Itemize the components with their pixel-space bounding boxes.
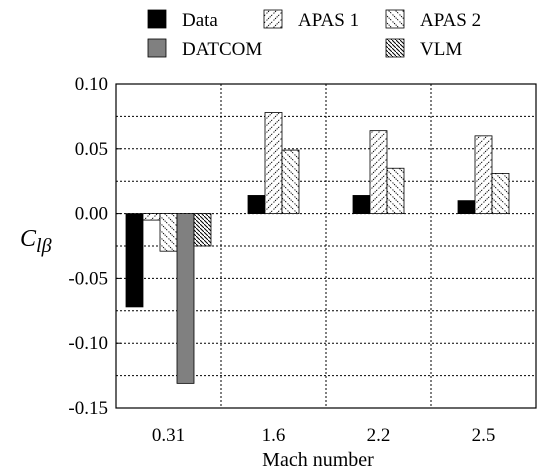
bar-vlm-0.31	[193, 213, 212, 247]
legend: Data APAS 1 APAS 2 DATCOM VLM	[147, 9, 481, 60]
legend-item-vlm: VLM	[385, 38, 462, 60]
y-tick-label: 0.00	[75, 204, 108, 225]
bar-apas-1-1.6	[264, 112, 283, 214]
legend-swatch	[147, 9, 167, 29]
bar-data-2.5	[457, 200, 476, 214]
bars	[125, 112, 510, 384]
bar-data-1.6	[247, 195, 266, 214]
legend-label: APAS 2	[420, 10, 481, 31]
bar-apas-1-0.31	[142, 213, 161, 221]
x-tick-label: 2.2	[367, 425, 391, 446]
legend-item-datcom: DATCOM	[147, 38, 262, 60]
y-tick-label: -0.15	[68, 398, 108, 419]
x-tick-label: 0.31	[152, 425, 185, 446]
legend-item-apas-1: APAS 1	[263, 9, 359, 31]
bar-apas-2-2.2	[386, 167, 405, 215]
legend-label: APAS 1	[298, 10, 359, 31]
legend-label: VLM	[420, 39, 462, 60]
legend-item-data: Data	[147, 9, 218, 31]
bar-apas-2-0.31	[159, 213, 178, 252]
x-axis-label: Mach number	[262, 449, 374, 470]
bar-data-0.31	[125, 213, 144, 308]
legend-swatch	[147, 38, 167, 58]
x-axis-ticks: 0.31 1.6 2.2 2.5	[152, 425, 496, 446]
y-tick-label: 0.10	[75, 74, 108, 95]
bar-data-2.2	[352, 195, 371, 214]
legend-label: Data	[182, 10, 218, 31]
y-axis-label-sub: lβ	[36, 235, 52, 257]
y-axis-label: Clβ	[20, 226, 52, 257]
y-tick-label: -0.05	[68, 268, 108, 289]
y-tick-label: 0.05	[75, 139, 108, 160]
y-axis-ticks: 0.10 0.05 0.00 -0.05 -0.10 -0.15	[68, 74, 121, 419]
bar-apas-2-2.5	[491, 173, 510, 214]
bar-apas-2-1.6	[281, 149, 300, 214]
legend-item-apas-2: APAS 2	[385, 9, 481, 31]
bar-apas-1-2.5	[474, 135, 493, 214]
bar-datcom-0.31	[176, 213, 195, 384]
plot-frame	[115, 83, 537, 409]
y-tick-label: -0.10	[68, 333, 108, 354]
y-axis-label-main: C	[20, 226, 37, 252]
bar-apas-1-2.2	[369, 130, 388, 215]
legend-swatch	[263, 9, 283, 29]
legend-swatch	[385, 9, 405, 29]
legend-label: DATCOM	[182, 39, 262, 60]
legend-swatch	[385, 38, 405, 58]
x-tick-label: 2.5	[472, 425, 496, 446]
x-tick-label: 1.6	[262, 425, 286, 446]
